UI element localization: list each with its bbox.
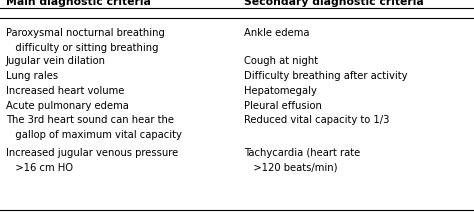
Text: Jugular vein dilation: Jugular vein dilation bbox=[6, 56, 106, 66]
Text: Increased heart volume: Increased heart volume bbox=[6, 86, 124, 96]
Text: Secondary diagnostic criteria: Secondary diagnostic criteria bbox=[244, 0, 424, 7]
Text: Lung rales: Lung rales bbox=[6, 71, 58, 81]
Text: Difficulty breathing after activity: Difficulty breathing after activity bbox=[244, 71, 408, 81]
Text: Tachycardia (heart rate: Tachycardia (heart rate bbox=[244, 148, 360, 158]
Text: Increased jugular venous pressure: Increased jugular venous pressure bbox=[6, 148, 178, 158]
Text: >16 cm HO: >16 cm HO bbox=[6, 163, 73, 173]
Text: Hepatomegaly: Hepatomegaly bbox=[244, 86, 317, 96]
Text: Ankle edema: Ankle edema bbox=[244, 28, 310, 38]
Text: Main diagnostic criteria: Main diagnostic criteria bbox=[6, 0, 151, 7]
Text: Acute pulmonary edema: Acute pulmonary edema bbox=[6, 101, 128, 111]
Text: Cough at night: Cough at night bbox=[244, 56, 318, 66]
Text: Paroxysmal nocturnal breathing: Paroxysmal nocturnal breathing bbox=[6, 28, 164, 38]
Text: difficulty or sitting breathing: difficulty or sitting breathing bbox=[6, 43, 158, 53]
Text: >120 beats/min): >120 beats/min) bbox=[244, 163, 337, 173]
Text: Reduced vital capacity to 1/3: Reduced vital capacity to 1/3 bbox=[244, 115, 390, 125]
Text: Pleural effusion: Pleural effusion bbox=[244, 101, 322, 111]
Text: gallop of maximum vital capacity: gallop of maximum vital capacity bbox=[6, 130, 182, 140]
Text: The 3rd heart sound can hear the: The 3rd heart sound can hear the bbox=[6, 115, 173, 125]
